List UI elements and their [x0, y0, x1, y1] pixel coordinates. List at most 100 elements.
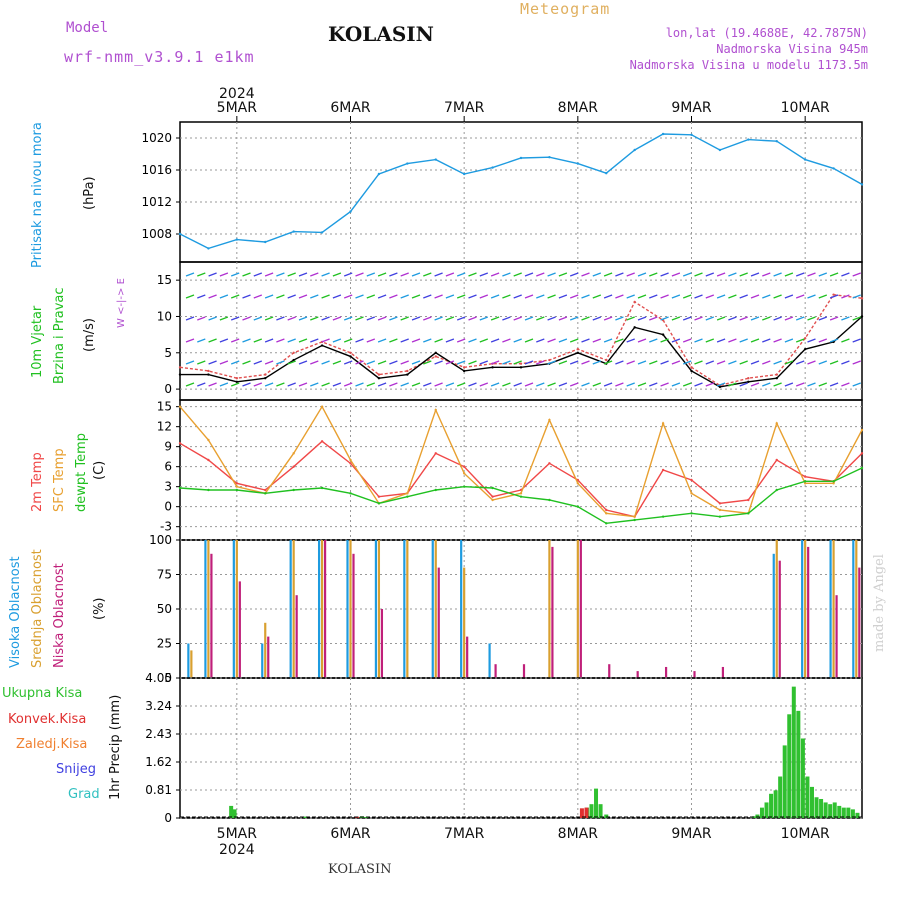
- data-point-wind-0-20: [747, 377, 750, 380]
- wind-arrow-30-0: [524, 272, 534, 277]
- bar-precipitation-1-6: [579, 808, 584, 818]
- wind-arrow-57-4: [829, 360, 839, 365]
- bar-clouds-0-24: [852, 540, 855, 678]
- wind-arrow-54-3: [795, 338, 805, 343]
- data-point-wind-0-23: [832, 293, 835, 296]
- wind-arrow-13-5: [332, 382, 342, 387]
- bar-precipitation-0-30: [837, 805, 842, 818]
- wind-arrow-43-4: [671, 360, 681, 365]
- wind-arrow-34-1: [569, 294, 579, 299]
- wind-arrow-15-4: [355, 360, 364, 365]
- wind-arrow-7-1: [264, 294, 274, 299]
- ytick-label-temperature-3: 6: [164, 460, 172, 474]
- wind-arrow-35-3: [581, 338, 590, 343]
- bar-clouds-0-23: [829, 540, 832, 678]
- wind-arrow-20-4: [411, 360, 421, 365]
- wind-arrow-50-2: [750, 316, 760, 321]
- top-axis-label-3: 8MAR: [558, 100, 599, 116]
- wind-arrow-3-1: [219, 294, 229, 299]
- wind-arrow-45-3: [694, 338, 703, 343]
- wind-arrow-37-0: [603, 272, 613, 277]
- data-point-pressure-0-16: [633, 148, 636, 152]
- wind-arrow-28-0: [502, 272, 511, 277]
- wind-arrow-17-2: [377, 316, 387, 321]
- wind-arrow-50-4: [750, 360, 760, 365]
- wind-arrow-7-5: [264, 382, 274, 387]
- wind-arrow-24-5: [456, 382, 466, 387]
- data-point-wind-1-9: [434, 351, 437, 354]
- wind-arrow-39-1: [626, 294, 635, 299]
- wind-arrow-27-2: [490, 316, 500, 321]
- ytick-label-clouds-0: 0: [164, 671, 172, 685]
- bar-clouds-1-3: [264, 622, 267, 678]
- data-point-temperature-1-6: [349, 458, 352, 462]
- wind-arrow-19-1: [400, 294, 409, 299]
- ytick-label-wind-0: 0: [164, 382, 172, 396]
- data-point-temperature-0-5: [320, 440, 324, 443]
- data-point-temperature-2-7: [377, 502, 381, 505]
- data-point-wind-0-19: [718, 384, 722, 387]
- wind-arrow-12-3: [321, 338, 330, 343]
- data-point-wind-1-21: [775, 377, 778, 380]
- panel-frame-temperature: [179, 399, 863, 541]
- wind-arrow-41-3: [649, 338, 658, 343]
- ytick-label-clouds-2: 50: [157, 602, 172, 616]
- wind-arrow-15-5: [355, 382, 364, 387]
- data-point-temperature-0-21: [775, 458, 778, 462]
- data-point-temperature-1-5: [320, 405, 324, 408]
- wind-arrow-27-5: [490, 382, 500, 387]
- wind-arrow-50-5: [750, 382, 760, 387]
- bar-clouds-1-14: [576, 540, 579, 678]
- wind-arrow-43-3: [671, 338, 681, 343]
- data-point-wind-1-0: [178, 373, 182, 376]
- wind-arrow-2-3: [208, 338, 217, 343]
- wind-arrow-40-0: [637, 272, 647, 277]
- wind-arrow-58-4: [841, 360, 850, 365]
- bottom-axis-label-3: 8MAR: [558, 826, 599, 842]
- wind-arrow-19-5: [400, 382, 409, 387]
- footer-site-name: KOLASIN: [328, 862, 392, 877]
- data-point-wind-0-6: [349, 351, 352, 354]
- wind-arrow-3-5: [219, 382, 229, 387]
- bar-clouds-1-4: [292, 540, 295, 678]
- data-point-wind-1-7: [377, 377, 381, 380]
- wind-arrow-43-1: [671, 294, 681, 299]
- wind-arrow-10-3: [298, 338, 308, 343]
- data-point-wind-0-24: [860, 297, 864, 300]
- bar-precipitation-0-28: [828, 804, 833, 818]
- wind-arrow-51-0: [762, 272, 771, 277]
- wind-arrow-26-1: [479, 294, 489, 299]
- data-point-pressure-0-23: [832, 167, 835, 170]
- data-point-temperature-1-11: [491, 498, 494, 502]
- wind-arrow-31-4: [536, 360, 545, 365]
- wind-arrow-2-1: [208, 294, 217, 299]
- bar-clouds-1-6: [349, 540, 352, 678]
- wind-arrow-26-2: [479, 316, 489, 321]
- data-point-temperature-2-6: [349, 492, 352, 495]
- legend-total-rain: Ukupna Kisa: [2, 686, 83, 701]
- wind-arrow-38-5: [615, 382, 624, 387]
- bar-clouds-1-22: [804, 540, 807, 678]
- bar-precipitation-0-8: [594, 788, 599, 818]
- bar-clouds-0-1: [204, 540, 207, 678]
- wind-arrow-14-0: [343, 272, 353, 277]
- bar-clouds-0-2: [232, 540, 235, 678]
- panel-frame-clouds: [179, 539, 863, 679]
- wind-arrow-7-4: [264, 360, 274, 365]
- wind-arrow-54-1: [795, 294, 805, 299]
- wind-arrow-19-4: [400, 360, 409, 365]
- wind-arrow-39-2: [626, 316, 635, 321]
- bar-clouds-0-7: [374, 540, 378, 678]
- ytick-label-clouds-1: 25: [157, 637, 172, 651]
- wind-arrow-32-5: [547, 382, 556, 387]
- bar-precipitation-0-6: [584, 807, 589, 818]
- wind-arrow-50-3: [750, 338, 760, 343]
- wind-arrow-51-4: [762, 360, 771, 365]
- data-point-temperature-0-6: [349, 462, 352, 465]
- wind-arrow-1-2: [197, 316, 206, 321]
- wind-arrow-35-5: [581, 382, 590, 387]
- wind-arrow-48-4: [728, 360, 737, 365]
- data-point-wind-1-13: [548, 362, 551, 365]
- wind-arrow-20-3: [411, 338, 421, 343]
- wind-arrow-10-0: [298, 272, 308, 277]
